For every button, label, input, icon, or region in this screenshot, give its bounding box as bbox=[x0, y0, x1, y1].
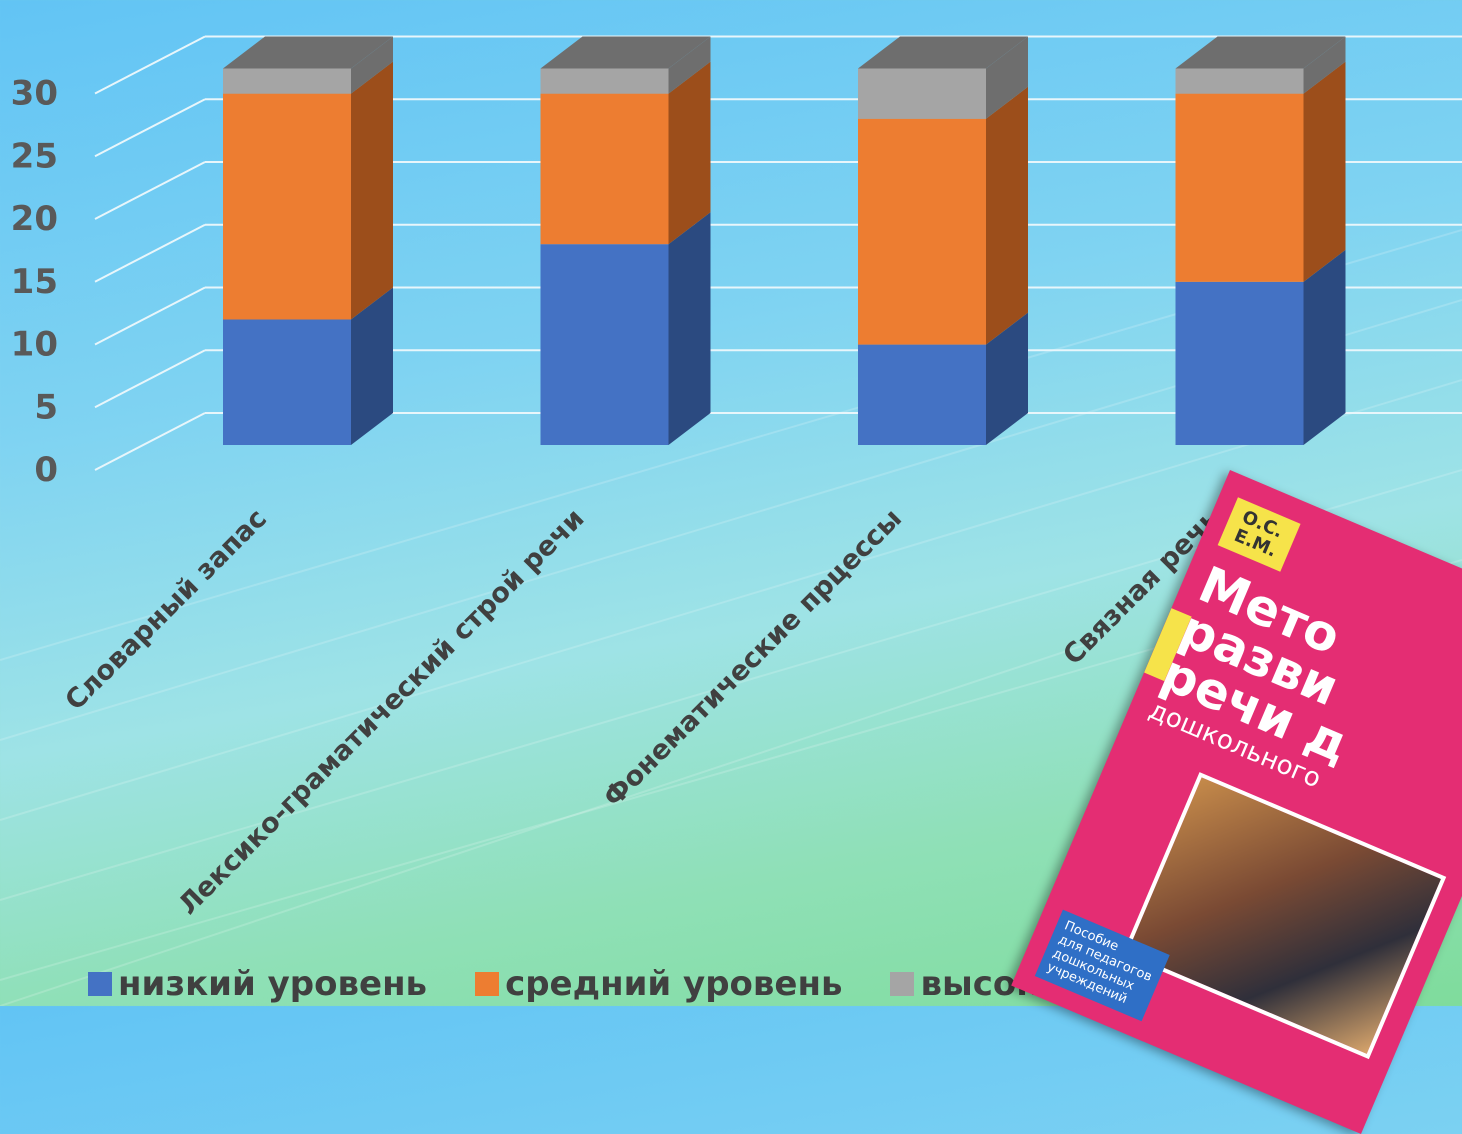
bar-segment bbox=[223, 319, 351, 445]
bar-segment bbox=[1175, 68, 1304, 94]
grid-line-floor bbox=[94, 349, 206, 409]
bar-segment bbox=[540, 93, 669, 245]
bar-segment bbox=[858, 344, 986, 445]
book-photo bbox=[1122, 772, 1447, 1060]
bar-top-face bbox=[1175, 36, 1346, 69]
y-tick-label: 25 bbox=[11, 136, 58, 176]
grid-line-floor bbox=[94, 161, 206, 220]
category-label: Словарный запас bbox=[59, 503, 273, 717]
bar-segment bbox=[540, 68, 669, 94]
y-tick-label: 15 bbox=[11, 262, 58, 302]
bar-segment bbox=[858, 118, 986, 345]
legend-swatch-medium bbox=[475, 972, 500, 996]
bar-top-face bbox=[858, 36, 1028, 69]
bar-segment-side bbox=[351, 287, 393, 445]
legend-label-low: низкий уровень bbox=[118, 964, 428, 1004]
bar-top-face bbox=[223, 36, 393, 69]
y-tick-label: 20 bbox=[11, 199, 58, 239]
bar-segment-side bbox=[986, 36, 1028, 119]
bar-segment-side bbox=[351, 61, 393, 320]
y-axis-ticks: 0 5 10 15 20 25 30 bbox=[11, 74, 58, 491]
legend-item-medium: средний уровень bbox=[475, 964, 842, 1004]
bar-segment bbox=[1175, 281, 1304, 445]
bar-top-face bbox=[540, 36, 711, 69]
grid-line-floor bbox=[94, 98, 206, 158]
bar-segment bbox=[858, 68, 986, 119]
bar-segment-side bbox=[986, 312, 1028, 445]
bar-segment-side bbox=[668, 36, 711, 94]
stacked-bar-chart: 0 5 10 15 20 25 30 Словарный запасЛексико-грам… bbox=[11, 35, 1462, 921]
grid-line-floor bbox=[94, 35, 206, 95]
bar-segment-side bbox=[351, 36, 393, 94]
bar-segment bbox=[223, 93, 351, 320]
grid-line-floor bbox=[94, 223, 206, 283]
bar-segment-side bbox=[986, 86, 1028, 345]
bar-segment-side bbox=[1303, 249, 1346, 445]
category-label: Фонематические прцессы bbox=[598, 503, 908, 813]
bars bbox=[223, 36, 1346, 445]
legend-item-low: низкий уровень bbox=[88, 964, 427, 1004]
book-authors: О.С. Е.М. bbox=[1217, 497, 1301, 572]
y-tick-label: 10 bbox=[11, 325, 58, 365]
bar-segment bbox=[223, 68, 351, 94]
bar-segment bbox=[1175, 93, 1304, 282]
legend-swatch-high bbox=[890, 972, 915, 996]
y-tick-label: 0 bbox=[34, 450, 58, 490]
legend-label-medium: средний уровень bbox=[505, 964, 843, 1004]
legend-swatch-low bbox=[88, 972, 112, 996]
category-label: Лексико-граматический строй речи bbox=[173, 503, 591, 921]
bar-segment-side bbox=[1303, 36, 1346, 94]
y-tick-label: 30 bbox=[11, 74, 58, 114]
grid-line-floor bbox=[94, 286, 206, 346]
bar-segment-side bbox=[1303, 61, 1346, 282]
bar-segment-side bbox=[668, 61, 711, 245]
bar-segment-side bbox=[668, 212, 711, 445]
bar-segment bbox=[540, 244, 669, 445]
grid-line-floor bbox=[94, 412, 206, 471]
y-tick-label: 5 bbox=[34, 387, 58, 427]
